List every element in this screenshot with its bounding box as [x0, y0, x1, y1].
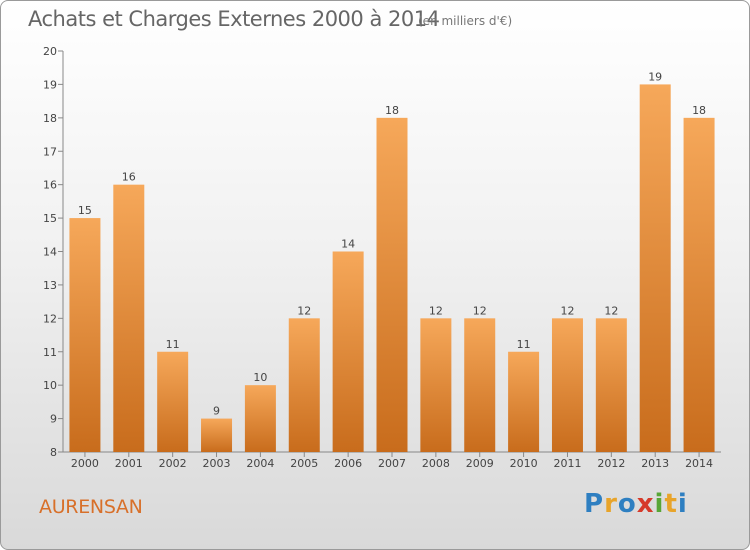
proxiti-logo[interactable]: Proxiti: [584, 489, 688, 519]
bars: [69, 84, 715, 453]
bar-value-label: 12: [473, 304, 487, 317]
bar: [551, 318, 583, 452]
bar-value-label: 12: [560, 304, 574, 317]
y-tick-label: 9: [50, 413, 57, 426]
logo-letter: i: [654, 489, 665, 519]
bar-value-label: 9: [213, 405, 220, 418]
x-tick-label: 2013: [641, 457, 669, 470]
x-tick-label: 2004: [246, 457, 274, 470]
bar: [113, 184, 145, 452]
bar: [420, 318, 452, 452]
bar-value-label: 12: [429, 304, 443, 317]
logo-letter: P: [584, 489, 605, 519]
x-tick-label: 2009: [466, 457, 494, 470]
bar-value-label: 11: [166, 338, 180, 351]
bar-value-label: 18: [385, 104, 399, 117]
bar: [595, 318, 627, 452]
x-tick-label: 2010: [510, 457, 538, 470]
bar: [464, 318, 496, 452]
bar: [332, 251, 364, 452]
logo-letter: r: [604, 489, 618, 519]
logo-letter: o: [617, 489, 637, 519]
bar: [508, 351, 540, 452]
y-tick-label: 18: [43, 112, 57, 125]
logo-letter: x: [636, 489, 655, 519]
x-tick-label: 2003: [203, 457, 231, 470]
x-tick-label: 2001: [115, 457, 143, 470]
bar: [69, 218, 101, 452]
chart-title: Achats et Charges Externes 2000 à 2014: [28, 7, 440, 31]
y-tick-label: 12: [43, 312, 57, 325]
logo-letter: i: [677, 489, 688, 519]
y-tick-label: 13: [43, 279, 57, 292]
bar-value-label: 10: [253, 371, 267, 384]
x-tick-label: 2007: [378, 457, 406, 470]
bar: [244, 385, 276, 452]
bar-value-label: 14: [341, 238, 355, 251]
y-tick-label: 14: [43, 246, 57, 259]
x-tick-label: 2008: [422, 457, 450, 470]
y-tick-label: 20: [43, 45, 57, 58]
bar-value-label: 16: [122, 171, 136, 184]
chart-subtitle: (en milliers d'€): [418, 14, 513, 28]
x-tick-label: 2006: [334, 457, 362, 470]
bar: [639, 84, 671, 453]
commune-name: AURENSAN: [39, 496, 143, 518]
bar-value-label: 12: [297, 304, 311, 317]
bar-value-label: 15: [78, 204, 92, 217]
y-tick-label: 19: [43, 78, 57, 91]
bar-value-label: 11: [517, 338, 531, 351]
x-tick-label: 2000: [71, 457, 99, 470]
x-tick-label: 2012: [597, 457, 625, 470]
bar: [157, 351, 189, 452]
x-tick-label: 2005: [290, 457, 318, 470]
y-tick-label: 15: [43, 212, 57, 225]
bar: [376, 117, 408, 452]
bar-value-label: 12: [604, 304, 618, 317]
bar: [201, 418, 233, 452]
logo-letter: t: [664, 489, 678, 519]
bar-value-label: 18: [692, 104, 706, 117]
y-tick-label: 8: [50, 446, 57, 459]
x-tick-label: 2011: [553, 457, 581, 470]
bar: [288, 318, 320, 452]
y-tick-label: 10: [43, 379, 57, 392]
y-tick-label: 16: [43, 179, 57, 192]
y-tick-label: 11: [43, 346, 57, 359]
x-tick-label: 2002: [159, 457, 187, 470]
bar-value-label: 19: [648, 70, 662, 83]
y-tick-label: 17: [43, 145, 57, 158]
x-tick-label: 2014: [685, 457, 713, 470]
bar: [683, 117, 715, 452]
labels: 8 9 10 11 12 13 14 15 16 17 18 19 20 2000 15 2001 16 2002…: [43, 45, 713, 470]
